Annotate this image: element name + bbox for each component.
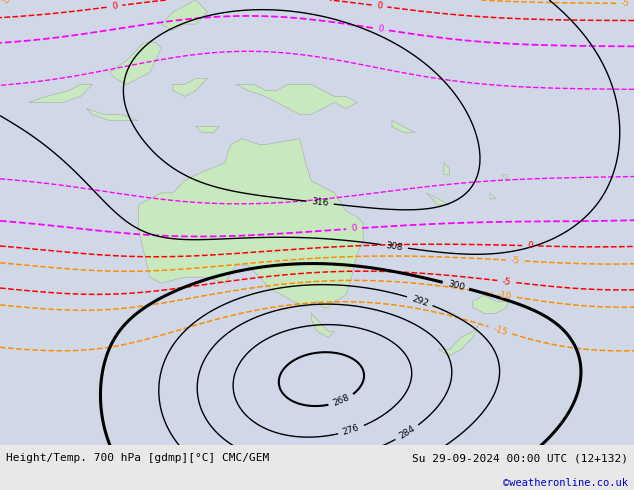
Text: 284: 284 [398, 424, 417, 441]
Text: 0: 0 [527, 241, 533, 250]
PathPatch shape [490, 193, 496, 199]
PathPatch shape [173, 78, 207, 97]
PathPatch shape [29, 84, 92, 102]
Text: Su 29-09-2024 00:00 UTC (12+132): Su 29-09-2024 00:00 UTC (12+132) [411, 453, 628, 463]
PathPatch shape [427, 193, 450, 205]
Text: Height/Temp. 700 hPa [gdmp][°C] CMC/GEM: Height/Temp. 700 hPa [gdmp][°C] CMC/GEM [6, 453, 269, 463]
Text: 276: 276 [342, 423, 361, 437]
PathPatch shape [110, 42, 162, 84]
Text: ©weatheronline.co.uk: ©weatheronline.co.uk [503, 478, 628, 488]
Text: 292: 292 [410, 294, 429, 308]
Text: -5: -5 [510, 256, 520, 265]
Text: -5: -5 [2, 0, 11, 5]
Text: 268: 268 [332, 393, 351, 408]
PathPatch shape [311, 313, 334, 338]
Text: -5: -5 [621, 0, 630, 8]
PathPatch shape [444, 163, 450, 175]
PathPatch shape [196, 126, 219, 133]
Text: 300: 300 [446, 279, 465, 292]
Text: 0: 0 [376, 1, 383, 11]
PathPatch shape [501, 175, 507, 181]
PathPatch shape [438, 325, 479, 356]
PathPatch shape [162, 0, 207, 30]
Text: 0: 0 [111, 1, 118, 11]
Text: 0: 0 [377, 24, 384, 34]
Text: 0: 0 [351, 224, 358, 233]
PathPatch shape [138, 139, 363, 307]
Text: -15: -15 [492, 324, 509, 337]
Text: 316: 316 [311, 197, 329, 208]
PathPatch shape [86, 108, 138, 121]
PathPatch shape [392, 121, 415, 133]
Text: 308: 308 [385, 241, 404, 252]
Text: -5: -5 [501, 276, 512, 287]
Text: -10: -10 [496, 290, 513, 301]
PathPatch shape [236, 84, 358, 115]
PathPatch shape [472, 295, 507, 313]
